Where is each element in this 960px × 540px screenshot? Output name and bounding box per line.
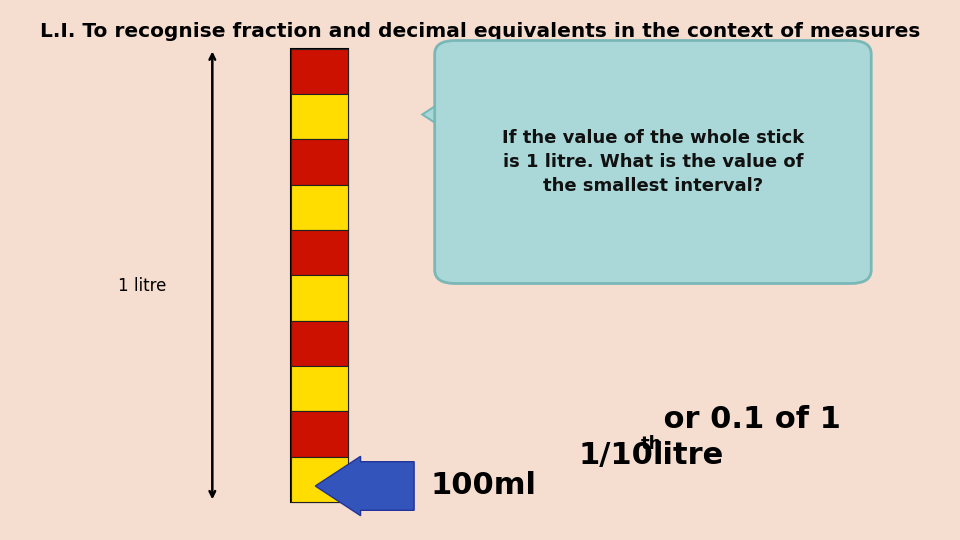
Bar: [291, 94, 348, 139]
Text: or 0.1 of 1
litre: or 0.1 of 1 litre: [653, 405, 841, 470]
Text: 100ml: 100ml: [431, 471, 537, 501]
Polygon shape: [315, 456, 414, 516]
Polygon shape: [422, 93, 455, 136]
Text: If the value of the whole stick
is 1 litre. What is the value of
the smallest in: If the value of the whole stick is 1 lit…: [502, 130, 804, 194]
Bar: [291, 230, 348, 275]
FancyBboxPatch shape: [435, 40, 872, 284]
FancyBboxPatch shape: [291, 49, 348, 502]
Text: 1/10: 1/10: [579, 441, 654, 470]
Bar: [291, 49, 348, 94]
Text: 1 litre: 1 litre: [118, 277, 166, 295]
Bar: [291, 275, 348, 321]
Text: L.I. To recognise fraction and decimal equivalents in the context of measures: L.I. To recognise fraction and decimal e…: [39, 22, 921, 40]
Bar: [291, 321, 348, 366]
Bar: [291, 366, 348, 411]
Bar: [291, 457, 348, 502]
Text: th: th: [640, 435, 662, 453]
Bar: [291, 185, 348, 230]
Bar: [291, 139, 348, 185]
Bar: [291, 411, 348, 457]
